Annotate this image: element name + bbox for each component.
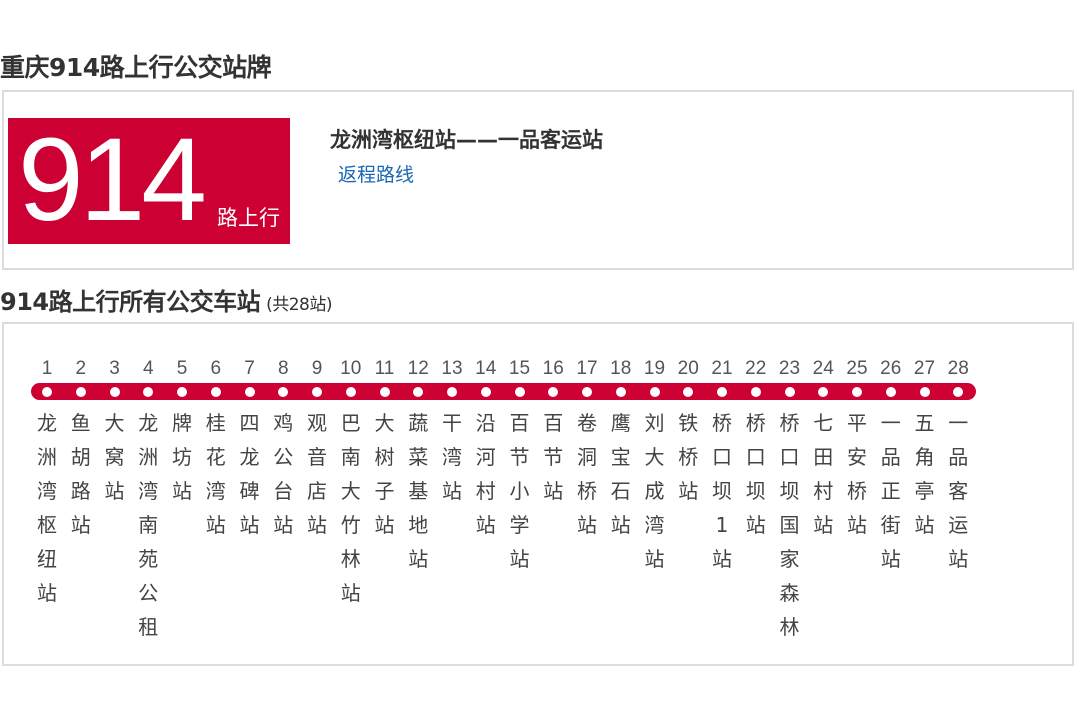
stop-name[interactable]: 七田村站 [813, 411, 834, 537]
stop-dot [345, 387, 356, 397]
stop-dot [953, 387, 964, 397]
stop-number: 4 [142, 358, 154, 379]
stop-name[interactable]: 大树子站 [374, 411, 395, 537]
stop-number: 5 [176, 358, 188, 379]
stop-number: 14 [475, 358, 497, 379]
stop-name[interactable]: 牌坊站 [172, 411, 192, 503]
stop-number: 10 [340, 358, 362, 379]
route-info-panel: 914 路上行 龙洲湾枢纽站——一品客运站 返程路线 [2, 90, 1074, 270]
stop-number: 13 [441, 358, 463, 379]
stop-number: 17 [576, 358, 598, 379]
stop-name[interactable]: 桥口坝站 [745, 411, 766, 537]
stop-number: 21 [711, 358, 733, 379]
stop-dot [750, 387, 761, 397]
stop-dot [177, 387, 187, 397]
stop-number: 19 [643, 358, 666, 379]
stop-dot [447, 387, 457, 397]
stop-dot [109, 387, 120, 397]
stop-name[interactable]: 四龙碑站 [239, 411, 260, 537]
stop-dot [615, 387, 626, 397]
stop-dot [649, 387, 660, 397]
stop-number: 15 [508, 358, 531, 379]
stop-number: 7 [244, 358, 255, 379]
stop-count: (共28站) [266, 295, 333, 315]
stop-name[interactable]: 一品正街站 [880, 411, 901, 571]
stops-panel: 1 龙洲湾枢纽站 2 鱼胡路站 3 大窝站 4 龙洲湾南苑公租 5 牌坊站 6 桂花湾站 7 四龙碑站 8 鸡… [2, 322, 1074, 666]
stop-name[interactable]: 铁桥站 [678, 411, 699, 503]
stop-number: 23 [778, 358, 801, 379]
stops-section-title: 914路上行所有公交车站 (共28站) [0, 282, 333, 317]
stop-number: 11 [374, 358, 395, 379]
stop-dot [42, 387, 52, 397]
stop-dot [413, 387, 424, 397]
stop-number: 27 [913, 358, 936, 379]
stop-dot [683, 387, 694, 397]
stop-dot [852, 387, 862, 397]
stop-number: 3 [109, 358, 120, 379]
page-title: 重庆914路上行公交站牌 [0, 53, 272, 82]
stop-number: 22 [745, 358, 767, 379]
stop-dot [312, 387, 322, 397]
stop-number: 12 [407, 358, 429, 379]
stop-dot [210, 387, 221, 397]
route-terminals: 龙洲湾枢纽站——一品客运站 [330, 128, 603, 152]
stop-dot [514, 387, 525, 397]
stop-name[interactable]: 桥口坝1站 [712, 411, 732, 571]
stop-dot [278, 387, 289, 397]
stop-name[interactable]: 百节站 [543, 411, 564, 503]
stop-number: 24 [812, 358, 834, 379]
stop-dot [919, 387, 930, 397]
stop-dot [143, 387, 154, 397]
stop-name[interactable]: 沿河村站 [475, 411, 496, 537]
stop-dot [818, 387, 829, 397]
route-badge: 914 路上行 [8, 114, 290, 246]
stop-number: 25 [846, 358, 868, 379]
stops-section-title-text: 914路上行所有公交车站 [0, 288, 261, 316]
stop-number: 6 [210, 358, 222, 379]
stop-name[interactable]: 鸡公台站 [273, 411, 294, 537]
stop-number: 16 [542, 358, 564, 379]
stop-dot [244, 387, 255, 397]
route-direction: 路上行 [217, 206, 280, 230]
stop-name[interactable]: 大窝站 [104, 411, 125, 503]
stop-dot [784, 387, 795, 397]
stop-number: 26 [880, 358, 902, 379]
stop-name[interactable]: 蔬菜基地站 [408, 411, 429, 571]
stop-dot [379, 387, 390, 397]
stop-name[interactable]: 鹰宝石站 [610, 411, 631, 537]
route-line [31, 383, 976, 400]
stop-name[interactable]: 桂花湾站 [205, 411, 226, 537]
stop-name[interactable]: 观音店站 [307, 411, 327, 537]
stop-name[interactable]: 桥口坝国家森林 [779, 411, 800, 639]
stop-dot [548, 387, 559, 397]
stop-name[interactable]: 一品客运站 [948, 411, 969, 571]
stop-name[interactable]: 龙洲湾枢纽站 [37, 411, 57, 605]
stop-number: 1 [41, 358, 53, 379]
stop-number: 28 [947, 358, 969, 379]
stop-dot [75, 387, 86, 397]
stop-dot [480, 387, 491, 397]
stop-number: 18 [610, 358, 632, 379]
stop-name[interactable]: 巴南大竹林站 [340, 411, 361, 605]
stop-dot [582, 387, 592, 397]
route-number: 914 [18, 114, 207, 246]
stop-name[interactable]: 五角亭站 [914, 411, 935, 537]
stop-name[interactable]: 平安桥站 [847, 411, 867, 537]
stop-name[interactable]: 刘大成湾站 [644, 411, 665, 571]
stop-name[interactable]: 百节小学站 [509, 411, 530, 571]
stop-name[interactable]: 龙洲湾南苑公租 [138, 411, 159, 639]
stop-name[interactable]: 干湾站 [442, 411, 462, 503]
stop-name[interactable]: 鱼胡路站 [70, 411, 91, 537]
stop-number: 20 [677, 358, 699, 379]
return-route-link[interactable]: 返程路线 [338, 164, 415, 186]
stop-number: 8 [277, 358, 289, 379]
stop-dot [717, 387, 727, 397]
stop-number: 2 [75, 358, 87, 379]
stop-name[interactable]: 卷洞桥站 [577, 411, 597, 537]
stop-dot [885, 387, 896, 397]
stop-number: 9 [311, 358, 323, 379]
